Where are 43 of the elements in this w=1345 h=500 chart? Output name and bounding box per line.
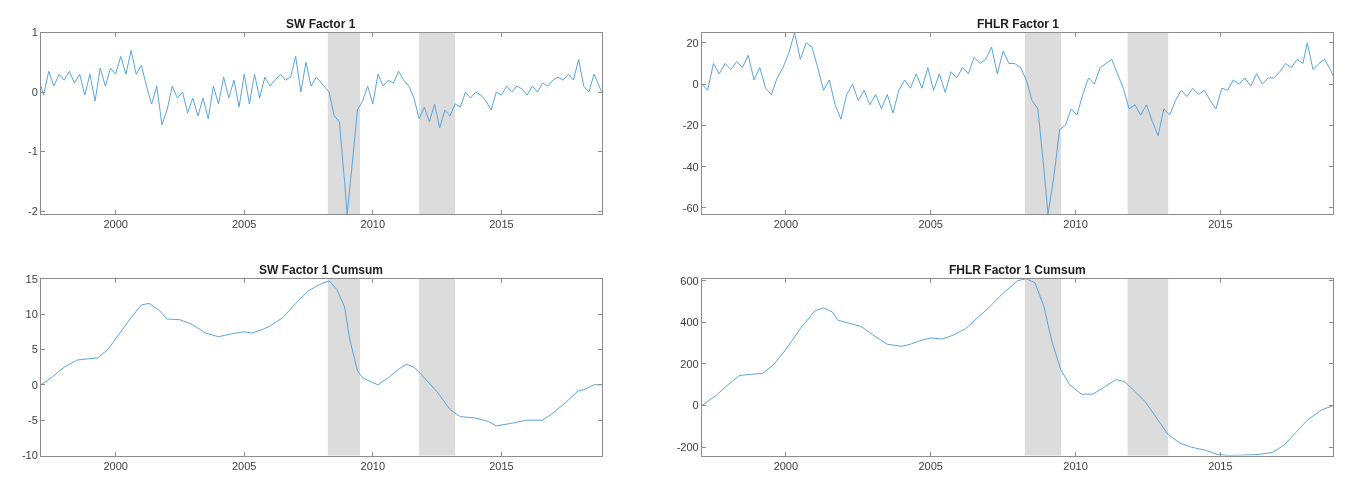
y-tick-label: -1 [28, 145, 38, 158]
chart-title: FHLR Factor 1 [977, 17, 1060, 31]
y-tick-label: 0 [692, 77, 699, 90]
chart-title: FHLR Factor 1 Cumsum [949, 263, 1086, 277]
x-tick-label: 2005 [918, 459, 943, 472]
y-tick-label: 400 [680, 316, 699, 329]
chart-title: SW Factor 1 Cumsum [259, 263, 384, 277]
x-tick-label: 2010 [360, 218, 386, 231]
y-tick-label: -5 [28, 414, 38, 427]
y-tick-label: -2 [28, 205, 38, 218]
y-tick-label: 0 [31, 378, 38, 391]
x-tick-label: 2000 [103, 218, 128, 231]
y-tick-label: 1 [31, 26, 38, 39]
x-tick-label: 2015 [489, 459, 514, 472]
y-tick-label: -40 [682, 160, 699, 173]
line-series [41, 49, 602, 215]
line-series [701, 32, 1334, 215]
chart-title: SW Factor 1 [286, 17, 356, 31]
x-tick-label: 2015 [1208, 218, 1233, 231]
x-tick-label: 2005 [231, 459, 257, 472]
y-tick-label: -20 [682, 119, 699, 132]
x-tick-label: 2000 [103, 459, 128, 472]
line-series [701, 278, 1334, 456]
x-tick-label: 2015 [489, 218, 514, 231]
y-tick-label: 0 [692, 399, 699, 412]
y-tick-label: 5 [31, 343, 38, 356]
y-tick-label: 600 [680, 274, 699, 287]
x-tick-label: 2005 [918, 218, 943, 231]
y-tick-label: -10 [21, 449, 38, 462]
y-tick-label: 20 [686, 36, 699, 49]
x-tick-label: 2010 [1063, 218, 1088, 231]
y-tick-label: 10 [25, 307, 38, 320]
y-tick-label: 15 [25, 272, 38, 285]
x-tick-label: 2000 [773, 218, 799, 231]
y-tick-label: 0 [31, 85, 38, 98]
x-tick-label: 2005 [231, 218, 257, 231]
y-tick-label: -60 [682, 201, 699, 214]
x-tick-label: 2010 [360, 459, 386, 472]
y-tick-label: 200 [680, 357, 699, 370]
x-tick-label: 2000 [773, 459, 799, 472]
x-tick-label: 2015 [1208, 459, 1233, 472]
y-tick-label: -200 [676, 441, 699, 454]
x-tick-label: 2010 [1063, 459, 1088, 472]
